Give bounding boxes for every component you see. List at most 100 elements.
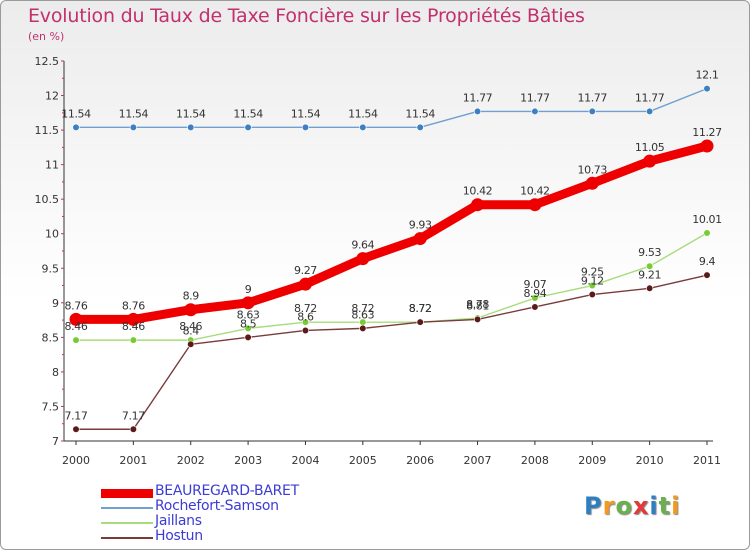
data-label: 10.01 <box>692 213 722 226</box>
x-tick-label: 2011 <box>693 454 721 467</box>
data-point <box>129 336 137 344</box>
data-label: 9.4 <box>699 255 716 268</box>
legend-swatch <box>101 522 153 524</box>
chart-subtitle: (en %) <box>28 30 65 43</box>
data-point <box>585 176 599 190</box>
x-tick-label: 2006 <box>406 454 434 467</box>
data-point <box>416 123 424 131</box>
data-label: 8.78 <box>466 298 489 311</box>
data-point <box>69 312 83 326</box>
data-label: 9.12 <box>581 275 604 288</box>
x-tick-label: 2002 <box>177 454 205 467</box>
data-point <box>646 107 654 116</box>
data-label: 11.77 <box>635 91 665 104</box>
data-point <box>244 324 252 332</box>
data-point <box>187 340 195 348</box>
x-tick-label: 2008 <box>521 454 549 467</box>
data-label: 8.5 <box>240 317 257 330</box>
data-label: 8.76 <box>122 299 145 312</box>
y-tick-label: 12.5 <box>35 55 60 68</box>
data-point <box>126 312 140 326</box>
y-tick-label: 8 <box>52 366 59 379</box>
legend-label: Jaillans <box>155 513 202 529</box>
data-point <box>588 281 596 290</box>
data-label: 11.54 <box>233 107 263 120</box>
data-point <box>473 107 482 116</box>
data-label: 11.54 <box>348 107 378 120</box>
data-point <box>531 107 539 116</box>
data-label: 8.46 <box>179 320 202 333</box>
y-tick-label: 10.5 <box>35 193 60 206</box>
data-label: 8.46 <box>65 320 88 333</box>
x-tick-label: 2007 <box>464 454 492 467</box>
data-label: 8.63 <box>351 308 374 321</box>
y-tick-label: 8.5 <box>42 331 60 344</box>
x-tick-label: 2004 <box>291 454 319 467</box>
data-label: 9.25 <box>581 266 604 279</box>
data-label: 11.54 <box>61 107 91 120</box>
data-point <box>700 139 714 153</box>
series-line-rochefort-samson <box>76 87 708 129</box>
y-tick-label: 10 <box>45 228 59 241</box>
data-label: 7.17 <box>122 409 145 422</box>
legend-swatch <box>101 537 153 539</box>
legend-label: Rochefort-Samson <box>155 498 279 514</box>
data-label: 8.72 <box>409 302 432 315</box>
y-tick-label: 9 <box>52 297 59 310</box>
data-label: 11.77 <box>578 91 608 104</box>
data-label: 8.63 <box>237 308 260 321</box>
legend-label: Hostun <box>155 528 203 544</box>
data-point <box>643 154 657 168</box>
x-tick-label: 2009 <box>578 454 606 467</box>
data-label: 8.72 <box>351 302 374 315</box>
y-tick-label: 12 <box>45 90 59 103</box>
data-label: 11.54 <box>119 107 149 120</box>
data-point <box>298 277 312 291</box>
data-label: 8.94 <box>523 287 546 300</box>
data-label: 10.42 <box>463 185 493 198</box>
data-point <box>301 318 310 326</box>
data-label: 11.05 <box>635 141 665 154</box>
data-label: 9.27 <box>294 264 317 277</box>
y-tick-label: 11 <box>45 159 59 172</box>
data-point <box>129 425 137 433</box>
data-point <box>703 85 711 93</box>
data-point <box>187 123 195 131</box>
x-tick-label: 2005 <box>349 454 377 467</box>
data-label: 8.72 <box>294 302 317 315</box>
data-label: 8.46 <box>122 320 145 333</box>
data-label: 11.54 <box>291 107 321 120</box>
x-tick-label: 2001 <box>119 454 147 467</box>
legend-swatch <box>101 488 153 498</box>
x-tick-label: 2010 <box>636 454 664 467</box>
data-point <box>301 326 310 335</box>
data-label: 9.64 <box>351 239 374 252</box>
data-point <box>528 198 542 212</box>
data-label: 11.54 <box>176 107 206 120</box>
data-label: 10.73 <box>578 163 608 176</box>
data-point <box>413 232 427 246</box>
data-point <box>471 198 485 212</box>
y-tick-label: 7.5 <box>42 400 60 413</box>
x-tick-label: 2003 <box>234 454 262 467</box>
data-point <box>531 294 539 302</box>
series-line-jaillans <box>76 232 708 341</box>
data-point <box>646 262 654 270</box>
data-label: 9.93 <box>409 219 432 232</box>
legend-label: BEAUREGARD-BARET <box>155 483 299 499</box>
data-point <box>588 107 596 116</box>
data-point <box>72 336 80 344</box>
series-line-hostun <box>76 274 708 430</box>
proxiti-logo: Proxiti <box>584 492 681 520</box>
data-label: 8.81 <box>466 299 489 312</box>
data-label: 8.76 <box>65 299 88 312</box>
data-label: 8.6 <box>297 310 314 323</box>
data-point <box>129 123 137 131</box>
data-label: 11.27 <box>692 126 722 139</box>
data-point <box>356 252 370 266</box>
data-label: 9 <box>245 283 252 296</box>
data-point <box>703 271 711 279</box>
data-point <box>416 318 424 326</box>
